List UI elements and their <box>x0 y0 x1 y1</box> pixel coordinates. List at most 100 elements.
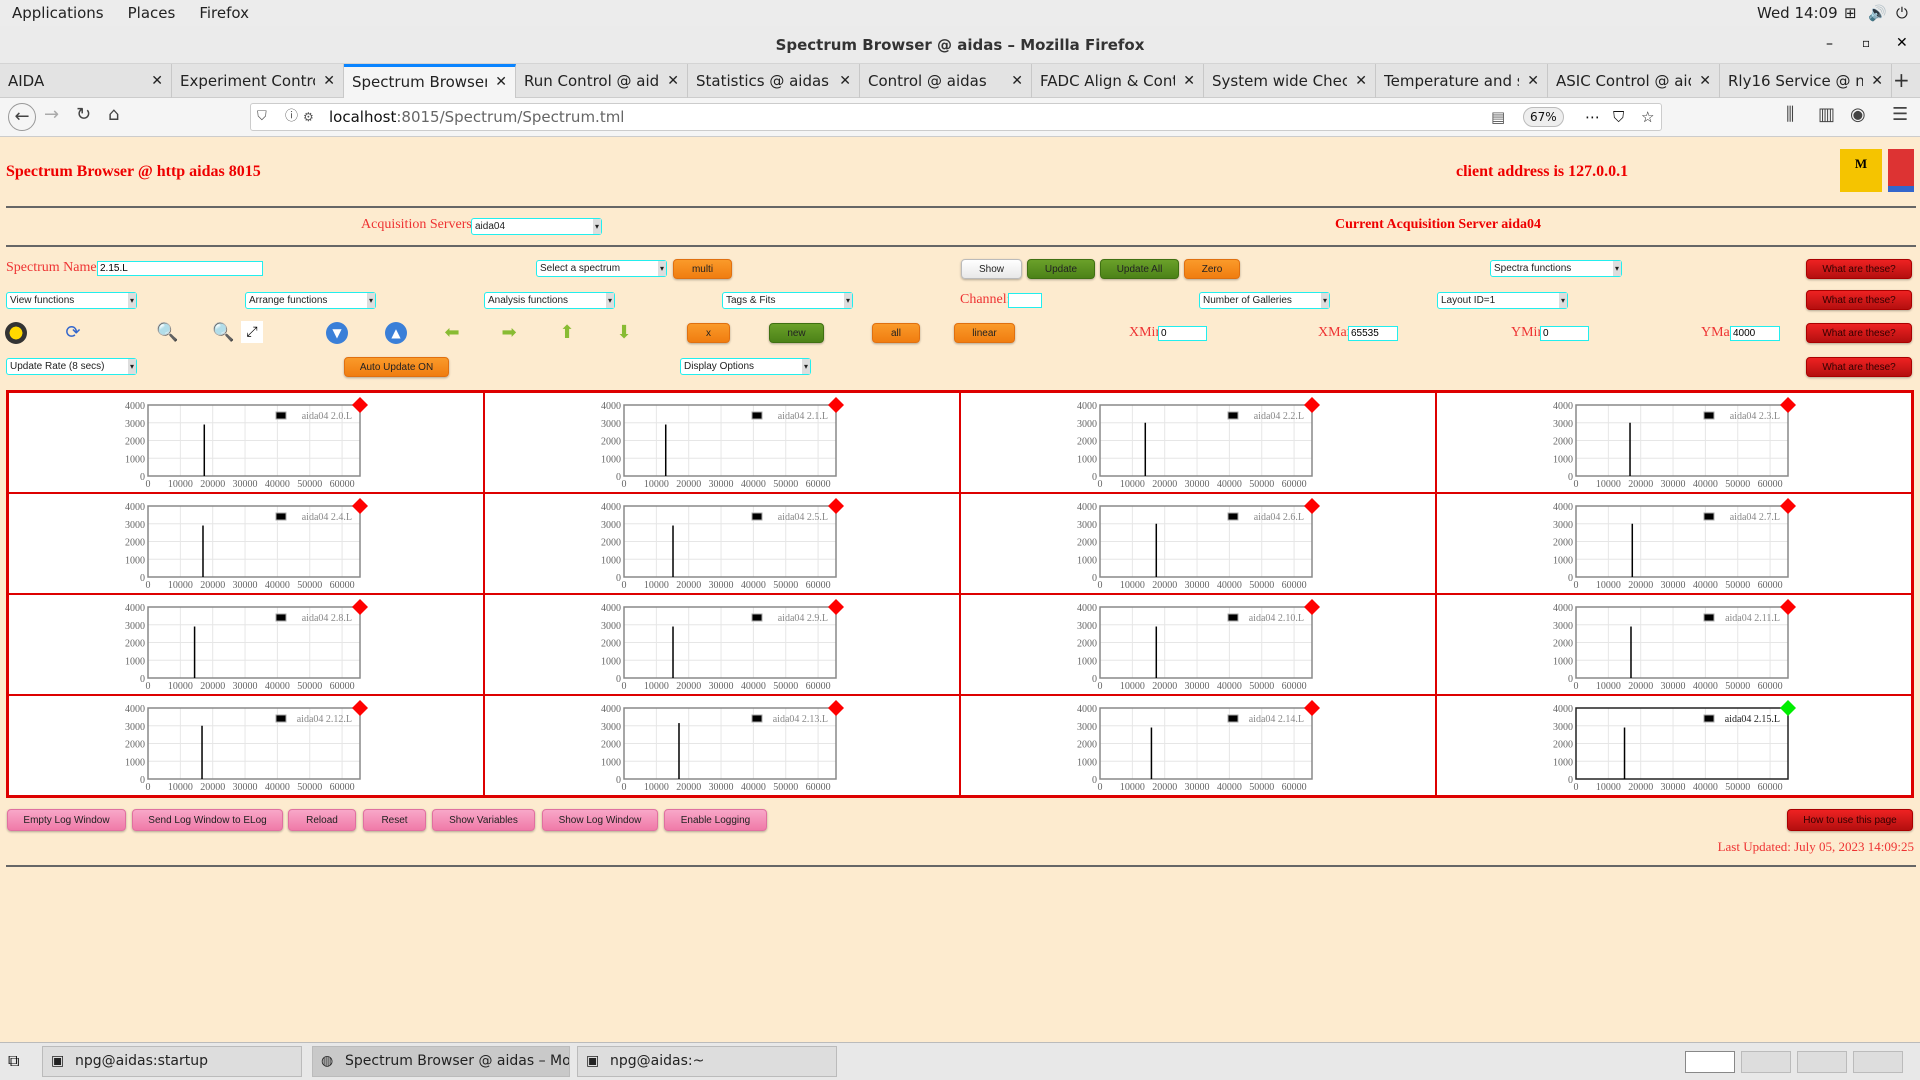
bottom-button-reload[interactable]: Reload <box>288 809 356 831</box>
select-marker[interactable] <box>352 700 368 716</box>
what-are-these-button-1[interactable]: What are these? <box>1806 259 1912 279</box>
select-marker[interactable] <box>352 397 368 413</box>
spectrum-panel[interactable]: 0 10000 20000 30000 40000 50000 60000 0 1000 2000… <box>960 695 1436 796</box>
tab-3[interactable]: Run Control @ aidas ✕ <box>516 64 688 98</box>
zoom-out-icon[interactable]: 🔍 <box>212 322 235 343</box>
bottom-button-show-log-window[interactable]: Show Log Window <box>542 809 658 831</box>
spectrum-chart[interactable]: 0 10000 20000 30000 40000 50000 60000 0 1000 2000… <box>485 494 960 595</box>
bottom-button-enable-logging[interactable]: Enable Logging <box>664 809 767 831</box>
update-button[interactable]: Update <box>1027 259 1095 279</box>
tab-10[interactable]: Rly16 Service @ nnb ✕ <box>1720 64 1892 98</box>
spectrum-panel[interactable]: 0 10000 20000 30000 40000 50000 60000 0 1000 2000… <box>960 392 1436 493</box>
select-marker[interactable] <box>1780 599 1796 615</box>
select-marker[interactable] <box>1780 397 1796 413</box>
menu-icon[interactable]: ☰ <box>1892 104 1909 125</box>
xmin-input[interactable]: 0 <box>1158 326 1207 341</box>
spectra-functions-dropdown[interactable]: Spectra functions <box>1490 260 1622 277</box>
select-marker[interactable] <box>352 599 368 615</box>
tab-6[interactable]: FADC Align & Control ✕ <box>1032 64 1204 98</box>
bottom-button-empty-log-window[interactable]: Empty Log Window <box>7 809 126 831</box>
arrow-right-icon[interactable]: ➡ <box>501 322 517 343</box>
firefox-menu[interactable]: Firefox <box>199 4 249 22</box>
show-desktop-icon[interactable]: ⧉ <box>8 1051 20 1070</box>
tags-fits-dropdown[interactable]: Tags & Fits <box>722 292 853 309</box>
close-window-icon[interactable]: ✕ <box>1896 35 1908 51</box>
ymax-input[interactable]: 4000 <box>1730 326 1780 341</box>
spectrum-panel[interactable]: 0 10000 20000 30000 40000 50000 60000 0 1000 2000… <box>8 493 484 594</box>
spectrum-chart[interactable]: 0 10000 20000 30000 40000 50000 60000 0 1000 2000… <box>485 595 960 696</box>
library-icon[interactable]: ⫼ <box>1786 104 1795 125</box>
select-marker[interactable] <box>1304 498 1320 514</box>
spectrum-chart[interactable]: 0 10000 20000 30000 40000 50000 60000 0 1000 2000… <box>961 696 1436 797</box>
bottom-button-send-log-window-to-elog[interactable]: Send Log Window to ELog <box>132 809 283 831</box>
spectrum-chart[interactable]: 0 10000 20000 30000 40000 50000 60000 0 1000 2000… <box>961 393 1436 494</box>
network-icon[interactable]: ⊞ <box>1844 4 1857 22</box>
spectrum-chart[interactable]: 0 10000 20000 30000 40000 50000 60000 0 1000 2000… <box>1437 595 1912 696</box>
select-spectrum-dropdown[interactable]: Select a spectrum <box>536 260 667 277</box>
permissions-icon[interactable]: ⚙ <box>303 110 314 124</box>
workspace-4[interactable] <box>1853 1051 1903 1073</box>
spectrum-panel[interactable]: 0 10000 20000 30000 40000 50000 60000 0 1000 2000… <box>484 392 960 493</box>
spectrum-panel[interactable]: 0 10000 20000 30000 40000 50000 60000 0 1000 2000… <box>484 594 960 695</box>
spectrum-panel[interactable]: 0 10000 20000 30000 40000 50000 60000 0 1000 2000… <box>484 695 960 796</box>
spectrum-chart[interactable]: 0 10000 20000 30000 40000 50000 60000 0 1000 2000… <box>961 595 1436 696</box>
close-tab-icon[interactable]: ✕ <box>323 73 335 89</box>
spectrum-panel[interactable]: 0 10000 20000 30000 40000 50000 60000 0 1000 2000… <box>960 493 1436 594</box>
what-are-these-button-2[interactable]: What are these? <box>1806 290 1912 310</box>
view-functions-dropdown[interactable]: View functions <box>6 292 137 309</box>
ymin-input[interactable]: 0 <box>1540 326 1589 341</box>
bottom-button-reset[interactable]: Reset <box>363 809 426 831</box>
tab-2[interactable]: Spectrum Browser @ ✕ <box>344 64 516 98</box>
spectrum-panel[interactable]: 0 10000 20000 30000 40000 50000 60000 0 1000 2000… <box>8 695 484 796</box>
applications-menu[interactable]: Applications <box>12 4 104 22</box>
tab-8[interactable]: Temperature and sta ✕ <box>1376 64 1548 98</box>
url-bar[interactable]: ⛉ ⓘ ⚙ localhost:8015/Spectrum/Spectrum.t… <box>250 103 1662 131</box>
select-marker[interactable] <box>1780 498 1796 514</box>
spectrum-panel[interactable]: 0 10000 20000 30000 40000 50000 60000 0 1000 2000… <box>484 493 960 594</box>
select-marker[interactable] <box>1304 397 1320 413</box>
more-icon[interactable]: ⋯ <box>1585 108 1600 126</box>
close-tab-icon[interactable]: ✕ <box>1871 73 1883 89</box>
new-tab-icon[interactable]: + <box>1893 68 1910 92</box>
analysis-functions-dropdown[interactable]: Analysis functions <box>484 292 615 309</box>
refresh-icon[interactable]: ⟳ <box>65 322 81 343</box>
taskbar-item[interactable]: ▣ npg@aidas:startup <box>42 1046 302 1077</box>
pocket-icon[interactable]: ⛉ <box>1613 108 1625 126</box>
spectrum-panel[interactable]: 0 10000 20000 30000 40000 50000 60000 0 1000 2000… <box>960 594 1436 695</box>
channel-input[interactable] <box>1008 293 1042 308</box>
spectrum-chart[interactable]: 0 10000 20000 30000 40000 50000 60000 0 1000 2000… <box>1437 494 1912 595</box>
scroll-up-icon[interactable]: ▲ <box>385 322 407 344</box>
spectrum-panel[interactable]: 0 10000 20000 30000 40000 50000 60000 0 1000 2000… <box>1436 392 1912 493</box>
tab-5[interactable]: Control @ aidas ✕ <box>860 64 1032 98</box>
all-button[interactable]: all <box>872 323 920 343</box>
linear-button[interactable]: linear <box>954 323 1015 343</box>
xmax-input[interactable]: 65535 <box>1348 326 1398 341</box>
sidebar-icon[interactable]: ▥ <box>1818 104 1836 125</box>
zoom-level[interactable]: 67% <box>1523 107 1564 127</box>
reader-icon[interactable]: ▤ <box>1491 108 1506 126</box>
select-marker[interactable] <box>1780 700 1796 716</box>
layout-dropdown[interactable]: Layout ID=1 <box>1437 292 1568 309</box>
bottom-button-show-variables[interactable]: Show Variables <box>432 809 535 831</box>
tab-9[interactable]: ASIC Control @ aida ✕ <box>1548 64 1720 98</box>
spectrum-panel[interactable]: 0 10000 20000 30000 40000 50000 60000 0 1000 2000… <box>8 392 484 493</box>
spectrum-chart[interactable]: 0 10000 20000 30000 40000 50000 60000 0 1000 2000… <box>9 696 484 797</box>
arrow-down-icon[interactable]: ⬇ <box>616 322 632 343</box>
tab-1[interactable]: Experiment Control @ ✕ <box>172 64 344 98</box>
zero-button[interactable]: Zero <box>1184 259 1240 279</box>
home-icon[interactable]: ⌂ <box>108 104 120 125</box>
update-rate-dropdown[interactable]: Update Rate (8 secs) <box>6 358 137 375</box>
select-marker[interactable] <box>828 397 844 413</box>
spectrum-chart[interactable]: 0 10000 20000 30000 40000 50000 60000 0 1000 2000… <box>9 393 484 494</box>
account-icon[interactable]: ◉ <box>1850 104 1866 125</box>
arrow-up-icon[interactable]: ⬆ <box>559 322 575 343</box>
spectrum-chart[interactable]: 0 10000 20000 30000 40000 50000 60000 0 1000 2000… <box>1437 393 1912 494</box>
back-icon[interactable]: ← <box>8 103 36 131</box>
close-tab-icon[interactable]: ✕ <box>495 74 507 90</box>
workspace-2[interactable] <box>1741 1051 1791 1073</box>
spectrum-panel[interactable]: 0 10000 20000 30000 40000 50000 60000 0 1000 2000… <box>8 594 484 695</box>
close-tab-icon[interactable]: ✕ <box>1355 73 1367 89</box>
fullscreen-icon[interactable]: ⤢ <box>241 321 263 343</box>
close-tab-icon[interactable]: ✕ <box>839 73 851 89</box>
bookmark-star-icon[interactable]: ☆ <box>1641 108 1655 126</box>
